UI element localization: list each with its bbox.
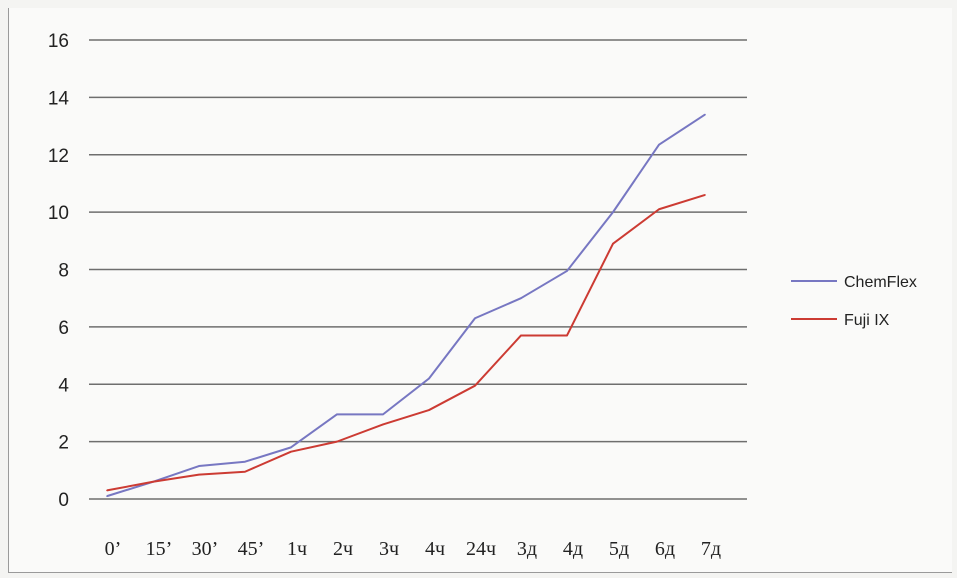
- series-line-chemflex: [106, 113, 706, 498]
- data-point: [474, 384, 476, 387]
- data-point: [658, 208, 660, 211]
- y-tick-label: 14: [48, 88, 70, 109]
- chart-frame: 0 2 4 6 8 10 12 14 16 0’ 15’ 30’ 45’ 1ч 2ч 3ч 4ч 24ч 3д 4д…: [8, 8, 952, 573]
- series-line-fuji-ix: [106, 193, 706, 492]
- x-tick-label: 0’: [105, 538, 122, 560]
- x-tick-label: 5д: [609, 538, 629, 560]
- data-point: [152, 480, 154, 483]
- x-tick-label: 3ч: [379, 538, 399, 560]
- data-point: [290, 446, 292, 449]
- legend: ChemFlex Fuji IX: [791, 274, 917, 329]
- y-axis-ticks: 0 2 4 6 8 10 12 14 16: [48, 31, 70, 511]
- x-tick-label: 6д: [655, 538, 675, 560]
- data-point: [474, 317, 476, 320]
- legend-label: Fuji IX: [844, 312, 890, 329]
- x-tick-label: 30’: [192, 538, 219, 560]
- y-tick-label: 10: [48, 203, 69, 224]
- x-tick-label: 15’: [146, 538, 173, 560]
- x-tick-label: 1ч: [287, 538, 307, 560]
- data-point: [566, 334, 568, 337]
- data-point: [244, 470, 246, 473]
- data-point: [612, 242, 614, 245]
- x-tick-label: 3д: [517, 538, 537, 560]
- series-lines: [106, 113, 706, 498]
- data-point: [244, 460, 246, 463]
- data-point: [566, 270, 568, 272]
- y-tick-label: 4: [58, 375, 69, 396]
- data-point: [336, 440, 338, 443]
- data-point: [290, 450, 292, 453]
- x-tick-label: 24ч: [466, 538, 496, 560]
- x-axis-ticks: 0’ 15’ 30’ 45’ 1ч 2ч 3ч 4ч 24ч 3д 4д 5д 6д 7д: [105, 538, 721, 560]
- line-chart: 0 2 4 6 8 10 12 14 16 0’ 15’ 30’ 45’ 1ч 2ч 3ч 4ч 24ч 3д 4д…: [48, 31, 917, 560]
- data-point: [520, 334, 522, 337]
- data-point: [382, 423, 384, 426]
- y-tick-label: 16: [48, 31, 69, 52]
- x-tick-label: 4ч: [425, 538, 445, 560]
- data-point: [336, 413, 338, 416]
- y-tick-label: 0: [58, 490, 69, 511]
- data-point: [612, 211, 614, 213]
- data-point: [704, 113, 706, 116]
- x-tick-label: 7д: [701, 538, 721, 560]
- x-tick-label: 2ч: [333, 538, 353, 560]
- data-point: [106, 495, 108, 497]
- y-tick-label: 8: [58, 261, 69, 282]
- x-tick-label: 45’: [238, 538, 265, 560]
- gridlines: [89, 39, 747, 500]
- data-point: [428, 377, 430, 380]
- data-point: [658, 143, 660, 146]
- y-tick-label: 2: [58, 433, 69, 454]
- data-point: [704, 194, 706, 196]
- data-point: [382, 413, 384, 416]
- data-point: [106, 489, 108, 492]
- data-point: [198, 473, 200, 476]
- data-point: [428, 409, 430, 411]
- data-point: [198, 465, 200, 467]
- x-tick-label: 4д: [563, 538, 583, 560]
- y-tick-label: 6: [58, 318, 69, 339]
- y-tick-label: 12: [48, 146, 69, 167]
- data-point: [520, 297, 522, 299]
- legend-label: ChemFlex: [844, 274, 917, 291]
